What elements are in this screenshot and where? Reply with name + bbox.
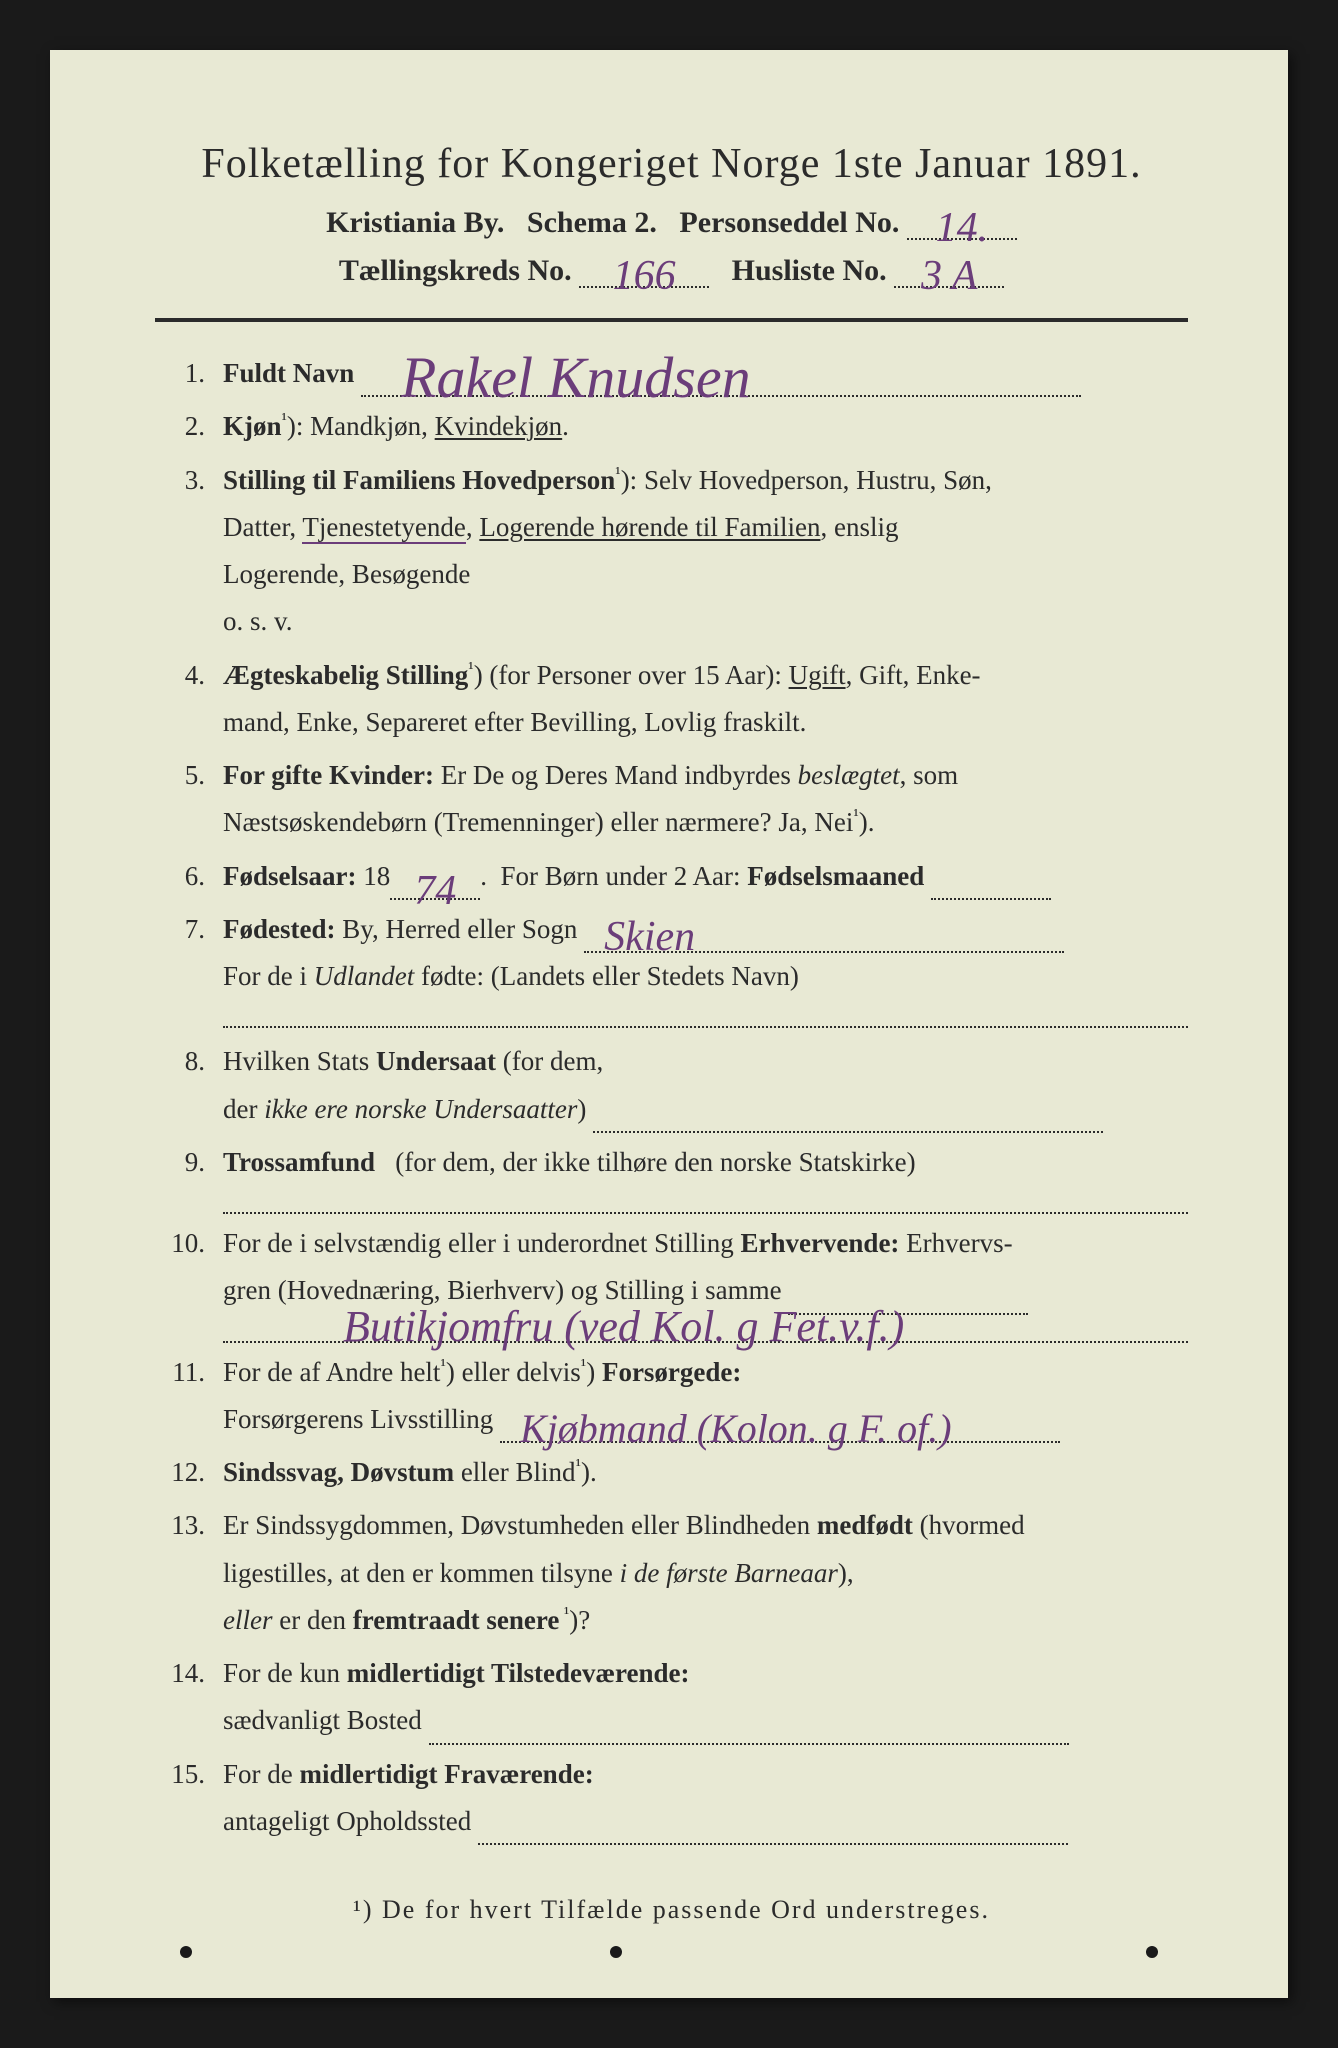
punch-hole-mid (610, 1946, 622, 1958)
form-subtitle: Kristiania By. Schema 2. Personseddel No… (155, 206, 1188, 240)
item-6-year-field: 74 (390, 872, 480, 900)
beslaegtet: beslægtet (798, 760, 900, 790)
fremtraadt-label: fremtraadt senere (353, 1605, 560, 1635)
item-11-line2: Forsørgerens Livsstilling (223, 1404, 493, 1434)
item-15-line2: antageligt Opholdssted (223, 1806, 471, 1836)
kreds-label: Tællingskreds No. (339, 254, 572, 287)
sup-8: ¹ (559, 1603, 569, 1623)
item-12-label: Sindssvag, Døvstum (223, 1457, 454, 1487)
item-7-field: Skien (584, 931, 1064, 953)
item-4-underlined: Ugift (789, 660, 846, 690)
sup-3: ¹ (468, 658, 473, 678)
item-9-label: Trossamfund (223, 1147, 375, 1177)
item-5: For gifte Kvinder: Er De og Deres Mand i… (155, 752, 1188, 847)
husliste-label: Husliste No. (732, 254, 887, 287)
kreds-no-field: 166 (579, 260, 709, 288)
item-7-value: Skien (604, 921, 695, 955)
form-title: Folketælling for Kongeriget Norge 1ste J… (155, 140, 1188, 188)
item-9: Trossamfund (for dem, der ikke tilhøre d… (155, 1139, 1188, 1214)
husliste-no: 3 A (921, 260, 977, 294)
item-6-label: Fødselsaar: (223, 861, 356, 891)
item-1-label: Fuldt Navn (223, 358, 354, 388)
item-1-field: Rakel Knudsen (361, 375, 1081, 397)
medfodt-label: medfødt (817, 1510, 913, 1540)
sup-4: ¹ (853, 805, 858, 825)
item-10-value: Butikjomfru (ved Kol. g Fet.v.f.) (343, 1309, 904, 1344)
husliste-no-field: 3 A (894, 260, 1004, 288)
erhvervende-label: Erhvervende: (740, 1228, 899, 1258)
item-4-line2: mand, Enke, Separeret efter Bevilling, L… (223, 707, 806, 737)
item-7-blank (223, 1000, 1188, 1028)
item-10-field-b: Butikjomfru (ved Kol. g Fet.v.f.) (223, 1315, 1188, 1343)
item-13: Er Sindssygdommen, Døvstumheden eller Bl… (155, 1502, 1188, 1644)
personseddel-no-field: 14. (907, 212, 1017, 240)
item-5-line2: Næstsøskendebørn (Tremenninger) eller næ… (223, 807, 853, 837)
item-7-label: Fødested: (223, 914, 335, 944)
item-3-line1: Selv Hovedperson, Hustru, Søn, (644, 465, 992, 495)
item-14: For de kun midlertidigt Tilstedeværende:… (155, 1650, 1188, 1745)
item-6-year: 74 (414, 875, 456, 909)
item-2: Kjøn¹): Mandkjøn, Kvindekjøn. (155, 403, 1188, 450)
item-7: Fødested: By, Herred eller Sogn Skien Fo… (155, 906, 1188, 1029)
item-12-tail: eller Blind (461, 1457, 576, 1487)
item-3-line4: o. s. v. (223, 606, 293, 636)
item-14-line2: sædvanligt Bosted (223, 1705, 422, 1735)
personseddel-no: 14. (936, 212, 989, 246)
item-15-field (478, 1823, 1068, 1845)
form-items: Fuldt Navn Rakel Knudsen Kjøn¹): Mandkjø… (155, 350, 1188, 1845)
item-3-logerende: Logerende hørende til Familien (479, 512, 820, 542)
midlertidigt-f-label: midlertidigt Fraværende: (300, 1759, 594, 1789)
census-form-page: Folketælling for Kongeriget Norge 1ste J… (50, 50, 1288, 1998)
item-5-label: For gifte Kvinder: (223, 760, 434, 790)
kreds-no: 166 (613, 260, 676, 294)
item-3-line3: Logerende, Besøgende (223, 559, 470, 589)
footnote: ¹) De for hvert Tilfælde passende Ord un… (155, 1895, 1188, 1925)
item-10: For de i selvstændig eller i underordnet… (155, 1220, 1188, 1343)
item-11: For de af Andre helt¹) eller delvis¹) Fo… (155, 1349, 1188, 1444)
item-1-value: Rakel Knudsen (401, 355, 751, 401)
item-9-blank (223, 1186, 1188, 1214)
item-6-month-field (931, 878, 1051, 900)
sup-5: ¹ (440, 1355, 445, 1375)
sup-1: ¹ (282, 409, 287, 429)
header-divider (155, 318, 1188, 322)
item-1: Fuldt Navn Rakel Knudsen (155, 350, 1188, 397)
item-8-field (593, 1111, 1103, 1133)
punch-hole-left (180, 1946, 192, 1958)
item-3-label: Stilling til Familiens Hovedperson (223, 465, 615, 495)
forsorgede-label: Forsørgede: (602, 1357, 741, 1387)
forste-barneaar: i de første Barneaar (620, 1558, 838, 1588)
item-6-prefix: 18 (363, 861, 390, 891)
item-15: For de midlertidigt Fraværende: antageli… (155, 1751, 1188, 1846)
item-2-label: Kjøn (223, 411, 282, 441)
item-8: Hvilken Stats Undersaat (for dem, der ik… (155, 1038, 1188, 1133)
sup-6: ¹ (581, 1355, 586, 1375)
form-subtitle-2: Tællingskreds No. 166 Husliste No. 3 A (155, 254, 1188, 288)
item-4-label: Ægteskabelig Stilling (223, 660, 468, 690)
eller: eller (223, 1605, 272, 1635)
item-9-tail: (for dem, der ikke tilhøre den norske St… (395, 1147, 915, 1177)
item-11-value: Kjøbmand (Kolon. g F. of.) (520, 1413, 952, 1445)
item-2-underlined: Kvindekjøn (435, 411, 563, 441)
item-14-field (429, 1723, 1069, 1745)
undersaat-label: Undersaat (376, 1046, 496, 1076)
sup-2: ¹ (615, 463, 620, 483)
punch-hole-right (1146, 1946, 1158, 1958)
foedselsmaaned-label: Fødselsmaaned (747, 861, 924, 891)
item-3-underlined: Tjenestetyende (302, 512, 465, 544)
midlertidigt-t-label: midlertidigt Tilstedeværende: (347, 1658, 690, 1688)
city-label: Kristiania By. (326, 206, 504, 239)
udlandet: Udlandet (314, 961, 415, 991)
form-header: Folketælling for Kongeriget Norge 1ste J… (155, 140, 1188, 288)
item-6: Fødselsaar: 1874. For Børn under 2 Aar: … (155, 853, 1188, 900)
item-3: Stilling til Familiens Hovedperson¹): Se… (155, 457, 1188, 646)
schema-label: Schema 2. (527, 206, 657, 239)
item-11-field: Kjøbmand (Kolon. g F. of.) (500, 1421, 1060, 1443)
item-12: Sindssvag, Døvstum eller Blind¹). (155, 1449, 1188, 1496)
ikke-norske: ikke ere norske Undersaatter (264, 1094, 577, 1124)
item-4: Ægteskabelig Stilling¹) (for Personer ov… (155, 652, 1188, 747)
item-7-line1: By, Herred eller Sogn (342, 914, 577, 944)
sup-7: ¹ (576, 1455, 581, 1475)
personseddel-label: Personseddel No. (679, 206, 899, 239)
